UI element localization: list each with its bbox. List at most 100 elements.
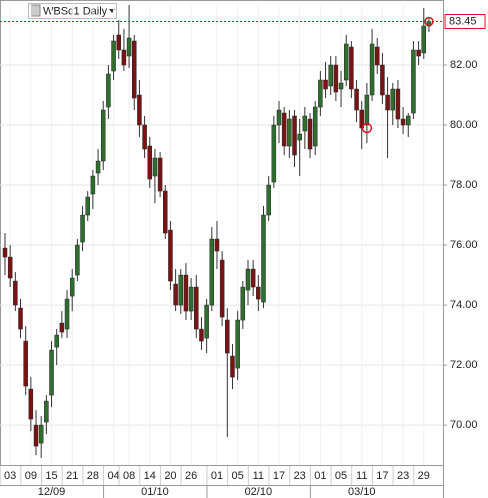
x-tick-label: 29 — [418, 470, 430, 482]
x-tick-label: 09 — [25, 470, 37, 482]
x-tick-label: 11 — [253, 470, 264, 482]
y-tick-label: 70.00 — [450, 419, 478, 431]
candle-body — [421, 25, 427, 54]
candle-body — [33, 424, 39, 447]
y-tick-label: 74.00 — [450, 299, 478, 311]
candle-body — [126, 37, 132, 57]
candle-body — [416, 49, 421, 57]
y-tick-label: 78.00 — [450, 179, 478, 191]
price-marker — [361, 122, 373, 134]
candle-body — [400, 118, 406, 126]
last-price-label: 83.45 — [449, 15, 477, 27]
candle-body — [240, 286, 246, 321]
candle-body — [297, 133, 302, 141]
x-tick-label: 28 — [87, 470, 99, 482]
x-tick-label: 21 — [66, 470, 78, 482]
candle-body — [406, 115, 411, 126]
candle-body — [390, 88, 395, 111]
candle-body — [157, 157, 163, 192]
x-tick-label: 23 — [397, 470, 409, 482]
candle-body — [302, 115, 308, 132]
candle-body — [369, 43, 375, 96]
x-tick-label: 03 — [4, 470, 16, 482]
candle-body — [204, 304, 209, 339]
candle-body — [80, 214, 85, 243]
x-tick-label: 20 — [164, 470, 176, 482]
candle-body — [349, 46, 354, 90]
candle-body — [173, 283, 178, 306]
x-tick-label: 05 — [232, 470, 244, 482]
candle-body — [188, 286, 194, 312]
candle-body — [364, 94, 370, 126]
candle-body — [338, 82, 344, 90]
x-tick-label: 04 — [107, 470, 119, 482]
candle-body — [132, 40, 137, 99]
candle-body — [178, 274, 184, 306]
candle-body — [395, 88, 401, 120]
candle-body — [256, 286, 261, 300]
candle-body — [328, 64, 333, 87]
candle-body — [276, 109, 282, 126]
symbol-icon — [30, 4, 41, 17]
candle-body — [230, 355, 235, 378]
x-tick-label: 01 — [314, 470, 326, 482]
candle-body — [292, 115, 297, 156]
candle-body — [354, 88, 359, 111]
candle-body — [7, 256, 13, 279]
candle-body — [163, 190, 168, 234]
month-label: 02/10 — [245, 486, 273, 498]
candle-body — [75, 244, 80, 276]
candle-body — [13, 280, 18, 306]
candle-body — [333, 64, 339, 93]
x-tick-label: 05 — [335, 470, 347, 482]
candle-body — [142, 124, 147, 150]
candle-body — [271, 124, 277, 183]
x-tick-label: 26 — [185, 470, 197, 482]
x-tick-label: 23 — [294, 470, 306, 482]
candle-body — [168, 229, 173, 282]
x-tick-label: 01 — [211, 470, 223, 482]
y-tick-label: 76.00 — [450, 239, 478, 251]
chart-title[interactable]: WBSc1 Daily — [43, 5, 108, 17]
x-tick-label: 15 — [45, 470, 57, 482]
candle-body — [85, 196, 90, 216]
candle-body — [235, 319, 240, 369]
candle-body — [374, 46, 380, 66]
y-tick-label: 72.00 — [450, 359, 478, 371]
candle-body — [49, 349, 54, 396]
candle-body — [219, 259, 225, 318]
candle-body — [380, 64, 385, 96]
candle-body — [100, 109, 106, 162]
candle-body — [385, 94, 390, 111]
candle-body — [23, 340, 28, 387]
candle-body — [281, 112, 287, 147]
candle-body — [183, 274, 189, 312]
y-tick-label: 82.00 — [450, 59, 478, 71]
candle-body — [64, 298, 70, 330]
candle-body — [199, 328, 204, 342]
candle-body — [69, 277, 75, 297]
last-price-box — [444, 14, 486, 30]
candle-body — [18, 307, 23, 330]
candle-body — [152, 157, 158, 177]
candle-body — [250, 268, 256, 288]
candle-body — [147, 145, 153, 180]
x-tick-label: 14 — [144, 470, 156, 482]
x-tick-label: 17 — [376, 470, 388, 482]
candle-body — [343, 43, 349, 81]
candle-body — [261, 214, 266, 303]
candle-body — [2, 247, 8, 258]
candle-body — [95, 160, 101, 174]
x-tick-label: 08 — [123, 470, 135, 482]
candle-body — [225, 319, 230, 354]
candle-body — [209, 238, 215, 306]
candle-body — [116, 34, 121, 51]
candle-body — [106, 73, 111, 108]
candle-body — [266, 184, 271, 216]
x-tick-label: 17 — [273, 470, 285, 482]
month-label: 01/10 — [141, 486, 169, 498]
candle-body — [318, 79, 323, 108]
candle-body — [312, 106, 318, 147]
